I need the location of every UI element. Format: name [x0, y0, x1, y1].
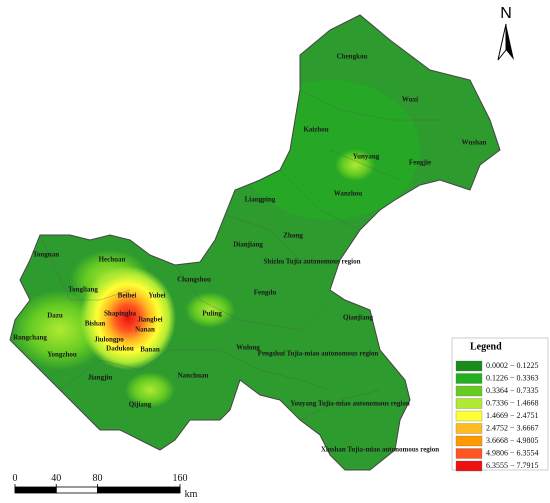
north-arrow: [497, 23, 507, 61]
north-arrow: [506, 24, 514, 60]
scale-segment: [97, 486, 181, 494]
district-label: Wanzhou: [334, 190, 363, 198]
district-label: Beibei: [118, 292, 137, 300]
legend-label: 0.7336 − 1.4668: [486, 398, 539, 407]
legend-label: 4.9806 − 6.3554: [486, 448, 539, 457]
district-label: Chengkou: [337, 53, 368, 61]
district-label: Xiushan Tujia-miao autonomous region: [321, 446, 439, 454]
region-blob: [335, 149, 375, 181]
district-label: Nanchuan: [178, 372, 209, 380]
legend-label: 3.6668 − 4.9805: [486, 436, 539, 445]
scale-segment: [14, 486, 57, 494]
scale-label: 160: [173, 473, 188, 484]
district-label: Dadukou: [106, 345, 134, 353]
north-label: N: [500, 5, 512, 22]
district-label: Puling: [202, 310, 222, 318]
district-label: Yunyang: [353, 153, 380, 161]
district-label: Qijiang: [129, 401, 152, 409]
legend-label: 2.4752 − 3.6667: [486, 423, 539, 432]
district-label: Jiangjin: [88, 374, 113, 382]
legend-swatch: [455, 385, 483, 397]
district-label: Banan: [140, 346, 160, 354]
district-label: Rongchang: [13, 334, 47, 342]
legend-swatch: [455, 423, 483, 434]
district-label: Wulong: [236, 344, 260, 352]
district-label: Bishan: [85, 320, 106, 328]
district-label: Shapingba: [104, 310, 136, 318]
district-label: Changshou: [177, 276, 211, 284]
district-label: Tongliang: [68, 286, 98, 294]
district-label: Shizhu Tujia autonomous region: [264, 258, 361, 266]
legend-label: 0.3364 − 0.7335: [486, 386, 539, 395]
district-label: Jiangbei: [137, 316, 162, 324]
scale-label: 0: [13, 473, 18, 484]
legend-label: 0.1226 − 0.3363: [486, 373, 539, 382]
hotspot: [80, 266, 176, 370]
district-label: Dazu: [47, 312, 63, 320]
legend-swatch: [455, 360, 483, 372]
legend-label: 6.3555 − 7.7915: [486, 461, 539, 470]
district-label: Yubei: [148, 292, 165, 300]
legend-label: 0.0002 − 0.1225: [486, 361, 539, 370]
district-label: Tongnan: [33, 251, 59, 259]
legend-swatch: [455, 398, 483, 409]
region-blob: [125, 372, 175, 408]
scale-bar: 0 40 80 160 km: [13, 473, 198, 500]
district-label: Yongzhou: [47, 351, 77, 359]
district-borders: [39, 89, 440, 421]
district-label: Hechuan: [99, 256, 126, 264]
district-label: Wuxi: [402, 96, 418, 104]
labels: Chengkou Wuxi Kaizhou Yunyang Fengjie Wushan W…: [13, 53, 486, 454]
legend-swatch: [455, 460, 483, 472]
district-label: Liangping: [245, 196, 276, 204]
legend-title: Legend: [470, 341, 502, 352]
legend-swatch: [455, 435, 483, 447]
district-label: Wushan: [462, 139, 487, 147]
district-label: Pengshui Tujia-miao autonomous region: [258, 350, 379, 358]
scale-unit: km: [185, 489, 198, 500]
district-label: Fengdu: [254, 289, 277, 297]
district-label: Nanan: [135, 326, 155, 334]
legend: 0.0002 − 0.1225 0.1226 − 0.3363 0.3364 − 0…: [455, 360, 539, 472]
district-label: Fengjie: [409, 159, 431, 167]
district-label: Kaizhou: [303, 126, 328, 134]
district-label: Youyang Tujia-miao autonomous region: [290, 400, 410, 408]
district-label: Zhong: [283, 232, 303, 240]
legend-label: 1.4669 − 2.4751: [486, 411, 539, 420]
scale-segment: [55, 486, 98, 494]
legend-swatch: [455, 410, 483, 422]
legend-swatch: [455, 448, 483, 459]
scale-label: 40: [51, 473, 61, 484]
district-label: Qianjiang: [343, 314, 373, 322]
district-label: Dianjiang: [233, 241, 263, 249]
scale-label: 80: [93, 473, 103, 484]
legend-swatch: [455, 373, 483, 384]
district-label: Jiulongpo: [94, 336, 124, 344]
region-blob: [185, 292, 235, 328]
